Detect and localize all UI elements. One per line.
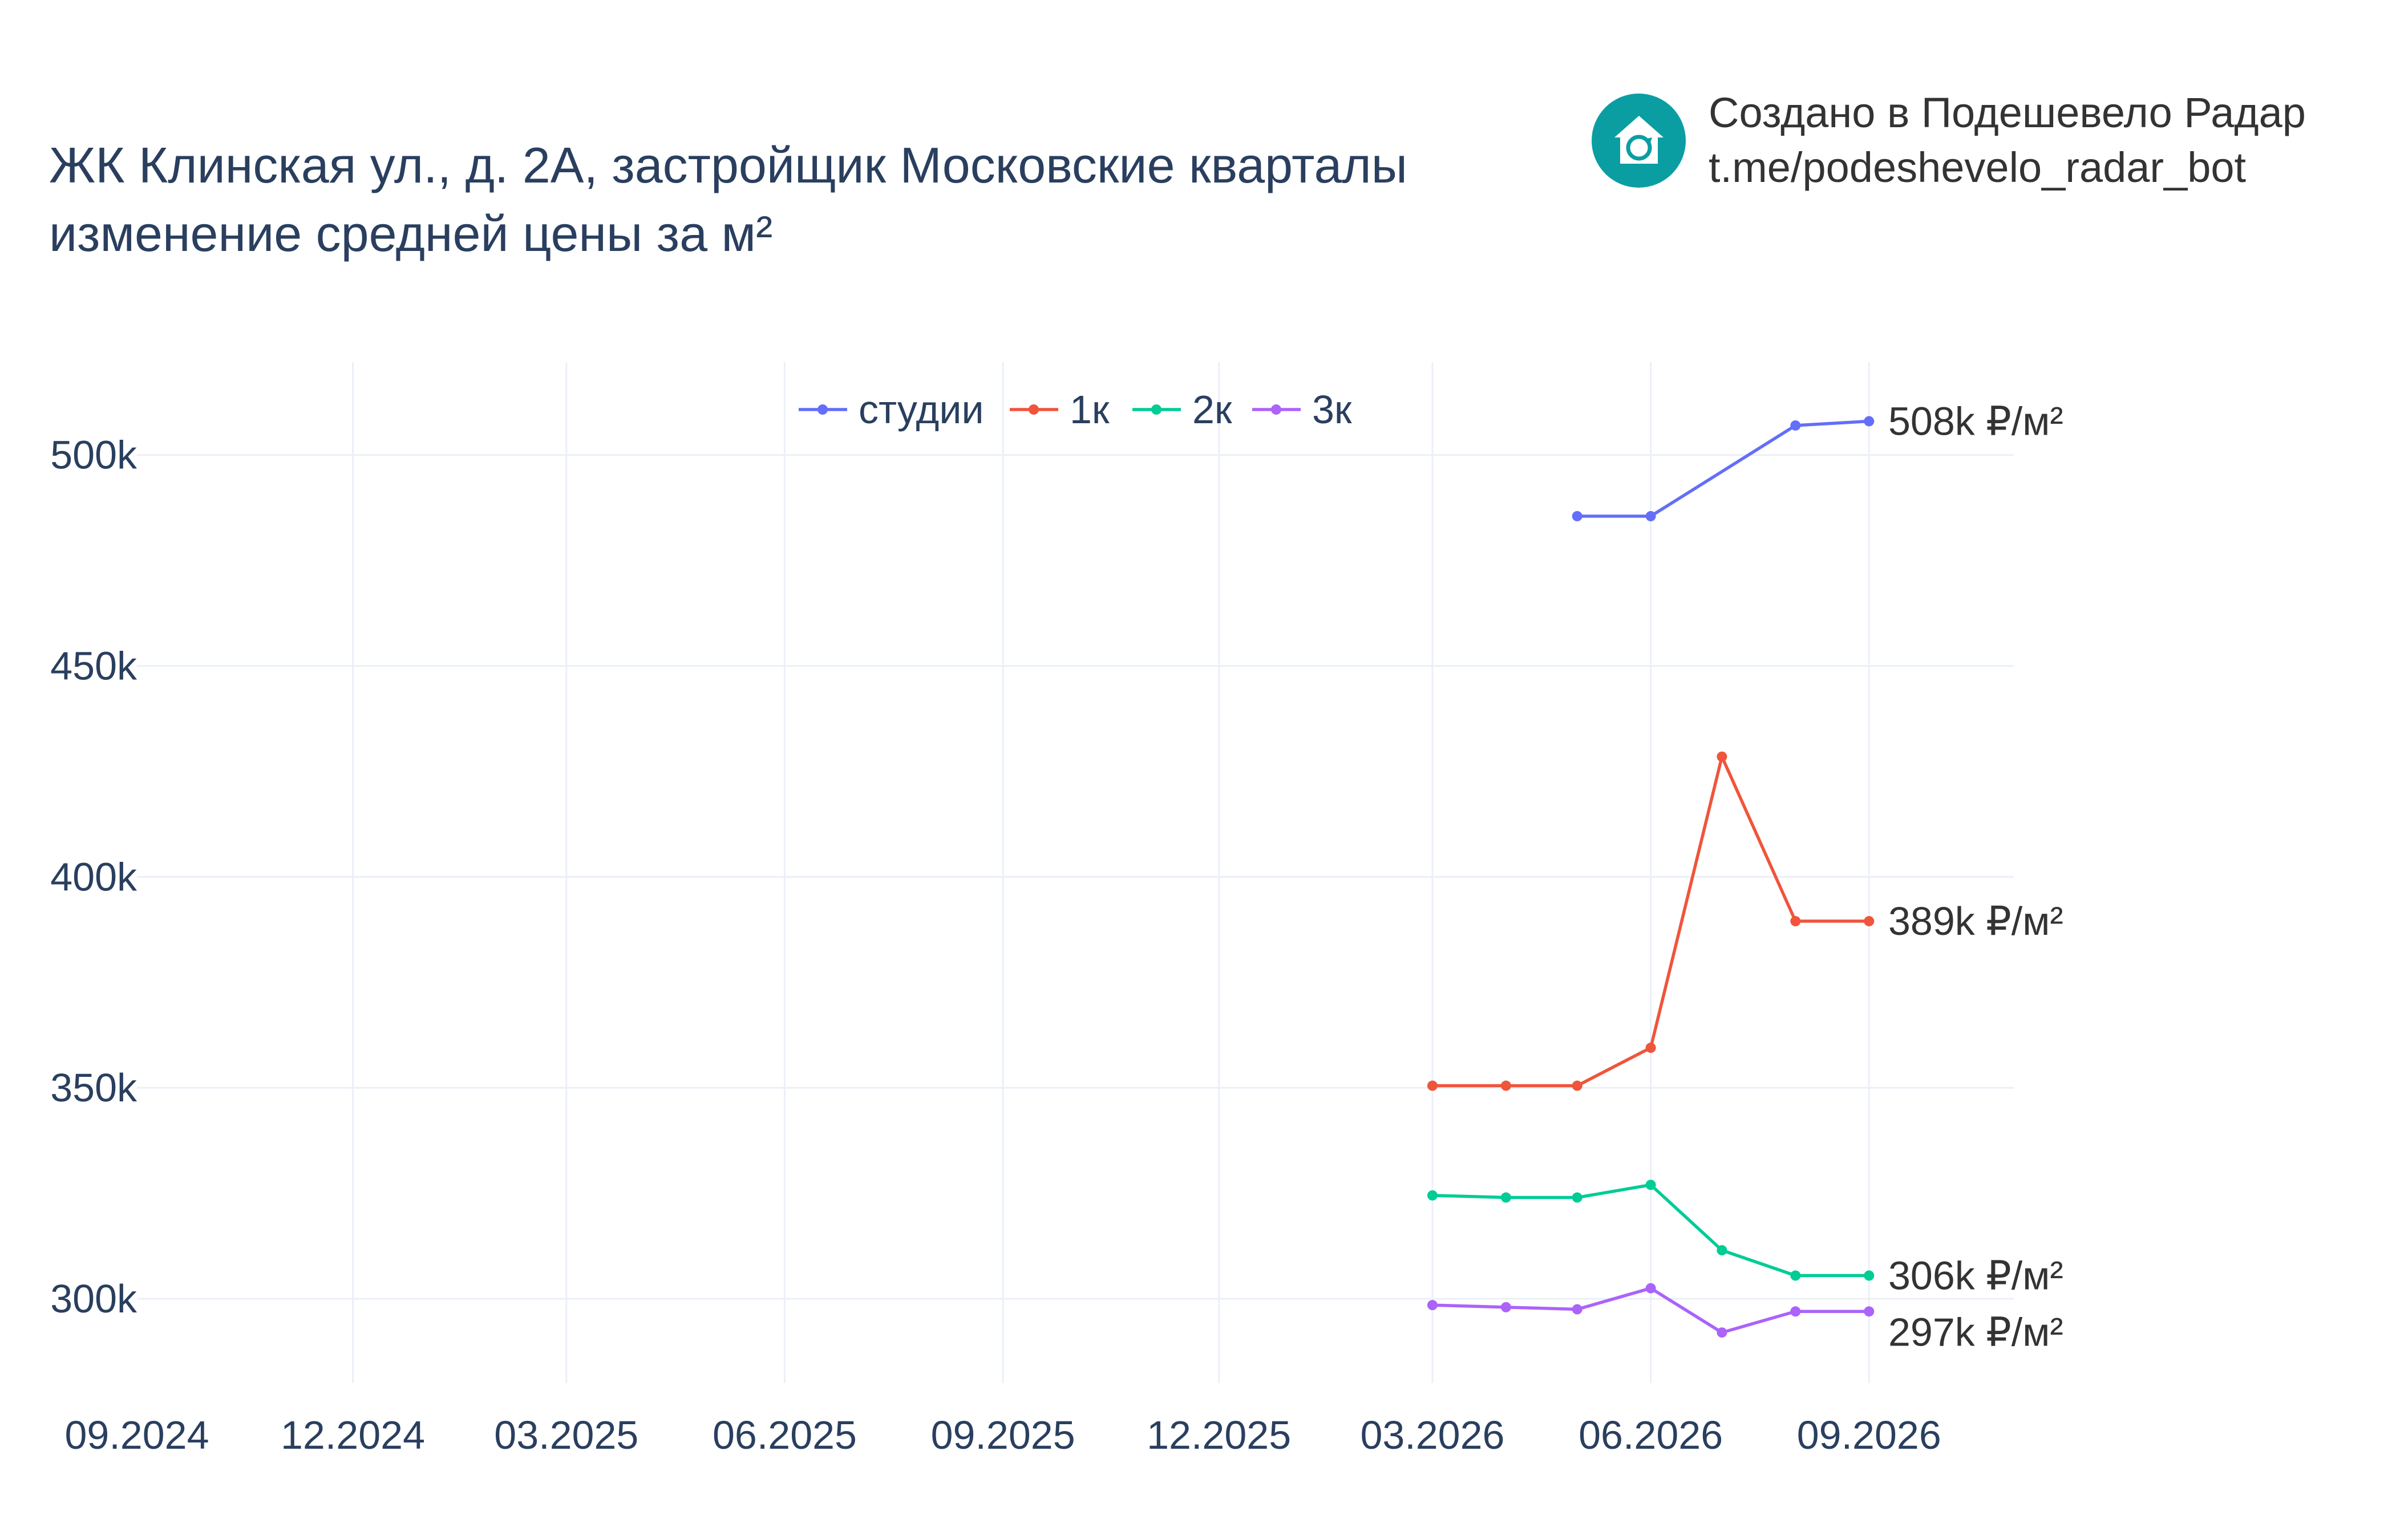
data-point xyxy=(1645,1042,1656,1053)
series-line xyxy=(1577,419,1869,518)
series-group xyxy=(1427,416,1875,1338)
brand-name: Создано в Подешевело Радар xyxy=(1709,89,2306,136)
data-point xyxy=(1427,1080,1438,1091)
legend-item-label: 2к xyxy=(1192,387,1232,432)
legend-item-label: студии xyxy=(859,387,984,432)
x-tick-label: 06.2026 xyxy=(1579,1413,1723,1457)
end-value-label: 508k ₽/м² xyxy=(1888,399,2063,444)
data-point xyxy=(1717,751,1727,762)
data-point xyxy=(1572,1192,1583,1203)
data-point xyxy=(1500,1192,1511,1203)
data-point xyxy=(1427,1190,1438,1201)
x-tick-label: 03.2025 xyxy=(494,1413,638,1457)
brand-link[interactable]: t.me/podeshevelo_radar_bot xyxy=(1709,144,2247,191)
end-value-label: 306k ₽/м² xyxy=(1888,1253,2063,1298)
y-axis-ticks: 300k 350k 400k 450k 500k xyxy=(50,433,137,1321)
x-tick-label: 09.2024 xyxy=(64,1413,209,1457)
grid-lines xyxy=(137,362,2014,1383)
data-point xyxy=(1645,1283,1656,1294)
data-point xyxy=(1864,916,1875,927)
x-tick-label: 09.2026 xyxy=(1797,1413,1941,1457)
legend-swatch-marker xyxy=(1151,404,1161,415)
house-refresh-icon xyxy=(1592,93,1686,188)
end-labels: 508k ₽/м² 389k ₽/м² 306k ₽/м² 297k ₽/м² xyxy=(1888,399,2063,1355)
chart-title: ЖК Клинская ул., д. 2А, застройщик Моско… xyxy=(49,131,1407,268)
brand-block[interactable]: Создано в Подешевело Радар t.me/podeshev… xyxy=(1592,86,2306,195)
data-point xyxy=(1864,416,1875,427)
legend-swatch-marker xyxy=(1271,404,1281,415)
data-point xyxy=(1500,1080,1511,1091)
data-point xyxy=(1790,916,1801,927)
legend-swatch-marker xyxy=(817,404,828,415)
data-point xyxy=(1864,1270,1875,1281)
y-tick-label: 300k xyxy=(50,1276,137,1321)
data-point xyxy=(1790,1270,1801,1281)
data-point xyxy=(1790,420,1801,431)
title-line-2: изменение средней цены за м² xyxy=(49,205,773,262)
data-point xyxy=(1572,1080,1583,1091)
data-point xyxy=(1864,1306,1875,1317)
y-tick-label: 450k xyxy=(50,644,137,688)
x-tick-label: 06.2025 xyxy=(713,1413,857,1457)
data-point xyxy=(1717,1327,1727,1338)
legend[interactable]: студии 1к 2к 3к xyxy=(799,387,1352,432)
data-point xyxy=(1717,1245,1727,1256)
legend-swatch-marker xyxy=(1029,404,1039,415)
title-line-1: ЖК Клинская ул., д. 2А, застройщик Моско… xyxy=(49,137,1408,193)
brand-text: Создано в Подешевело Радар t.me/podeshev… xyxy=(1709,86,2306,195)
x-tick-label: 12.2024 xyxy=(281,1413,425,1457)
x-tick-label: 12.2025 xyxy=(1147,1413,1291,1457)
y-tick-label: 350k xyxy=(50,1065,137,1110)
y-tick-label: 500k xyxy=(50,433,137,477)
data-point xyxy=(1427,1300,1438,1311)
x-axis-ticks: 09.2024 12.2024 03.2025 06.2025 09.2025 12.20… xyxy=(64,1413,1941,1457)
end-value-label: 297k ₽/м² xyxy=(1888,1310,2063,1354)
data-point xyxy=(1572,1304,1583,1315)
legend-item-label: 1к xyxy=(1070,387,1110,432)
x-tick-label: 03.2026 xyxy=(1360,1413,1504,1457)
data-point xyxy=(1645,1180,1656,1190)
data-point xyxy=(1572,510,1583,521)
y-tick-label: 400k xyxy=(50,854,137,899)
data-point xyxy=(1645,510,1656,521)
data-point xyxy=(1500,1302,1511,1312)
data-point xyxy=(1790,1306,1801,1317)
legend-item-label: 3к xyxy=(1312,387,1352,432)
x-tick-label: 09.2025 xyxy=(931,1413,1075,1457)
end-value-label: 389k ₽/м² xyxy=(1888,899,2063,943)
